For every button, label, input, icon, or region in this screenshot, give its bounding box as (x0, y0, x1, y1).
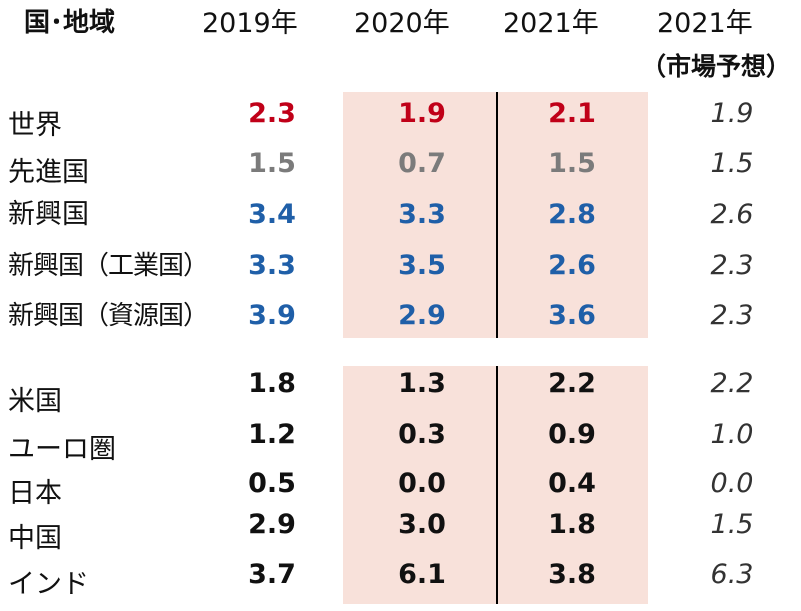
value-2021: 1.8 (548, 509, 596, 540)
value-2021: 0.4 (548, 468, 596, 499)
value-forecast: 0.0 (710, 468, 754, 499)
highlight-band-bottom (343, 366, 648, 604)
header-country: 国･地域 (24, 8, 116, 38)
value-2021: 1.5 (548, 148, 596, 179)
table-row-japan: 日本 0.5 0.0 0.4 0.0 (0, 462, 801, 509)
row-label: ユーロ圏 (8, 434, 116, 465)
table-row-world: 世界 2.3 1.9 2.1 1.9 (0, 92, 801, 141)
row-label: インド (8, 569, 89, 600)
column-divider-top (496, 92, 498, 338)
table-row-india: インド 3.7 6.1 3.8 6.3 (0, 553, 801, 600)
table-row-emerging-industrial: 新興国（工業国） 3.3 3.5 2.6 2.3 (0, 244, 801, 288)
column-divider-bottom (496, 366, 498, 604)
value-2021: 3.6 (548, 300, 596, 331)
value-2020: 1.9 (398, 98, 446, 129)
value-forecast: 2.3 (710, 250, 754, 281)
row-label: 新興国（資源国） (8, 301, 209, 331)
value-2019: 3.4 (248, 199, 296, 230)
value-forecast: 2.2 (710, 368, 754, 399)
header-forecast-sub: （市場予想） (641, 52, 792, 81)
row-label: 新興国 (8, 199, 89, 230)
value-forecast: 2.6 (710, 199, 754, 230)
value-2019: 3.9 (248, 300, 296, 331)
value-2021: 2.6 (548, 250, 596, 281)
header-2020: 2020年 (354, 8, 450, 39)
value-2020: 2.9 (398, 300, 446, 331)
value-2021: 0.9 (548, 419, 596, 450)
value-forecast: 2.3 (710, 300, 754, 331)
value-2021: 2.8 (548, 199, 596, 230)
table-row-china: 中国 2.9 3.0 1.8 1.5 (0, 503, 801, 554)
value-2020: 3.0 (398, 509, 446, 540)
row-label: 先進国 (8, 157, 89, 188)
value-2019: 2.3 (248, 98, 296, 129)
value-2019: 1.8 (248, 368, 296, 399)
value-2020: 1.3 (398, 368, 446, 399)
value-forecast: 1.5 (710, 148, 754, 179)
table-row-eurozone: ユーロ圏 1.2 0.3 0.9 1.0 (0, 413, 801, 465)
value-forecast: 6.3 (710, 559, 754, 590)
value-2020: 0.0 (398, 468, 446, 499)
row-label: 日本 (8, 478, 62, 509)
value-2019: 0.5 (248, 468, 296, 499)
value-2019: 1.2 (248, 419, 296, 450)
value-2019: 1.5 (248, 148, 296, 179)
value-forecast: 1.0 (710, 419, 754, 450)
value-2020: 0.3 (398, 419, 446, 450)
row-label: 世界 (8, 110, 62, 141)
row-label: 米国 (8, 386, 62, 417)
value-2019: 3.7 (248, 559, 296, 590)
value-2021: 3.8 (548, 559, 596, 590)
value-2020: 3.5 (398, 250, 446, 281)
table-row-us: 米国 1.8 1.3 2.2 2.2 (0, 362, 801, 417)
value-2019: 3.3 (248, 250, 296, 281)
header-2021: 2021年 (503, 8, 599, 39)
value-2019: 2.9 (248, 509, 296, 540)
table-row-emerging-resource: 新興国（資源国） 3.9 2.9 3.6 2.3 (0, 294, 801, 338)
row-label: 新興国（工業国） (8, 251, 209, 281)
value-2020: 6.1 (398, 559, 446, 590)
header-2021-forecast: 2021年 (657, 8, 753, 39)
value-2020: 3.3 (398, 199, 446, 230)
header-2019: 2019年 (202, 8, 298, 39)
value-forecast: 1.9 (710, 98, 754, 129)
value-2021: 2.1 (548, 98, 596, 129)
table-row-emerging: 新興国 3.4 3.3 2.8 2.6 (0, 193, 801, 237)
highlight-band-top (343, 92, 648, 338)
row-label: 中国 (8, 523, 62, 554)
value-2021: 2.2 (548, 368, 596, 399)
table-row-advanced: 先進国 1.5 0.7 1.5 1.5 (0, 142, 801, 188)
value-forecast: 1.5 (710, 509, 754, 540)
value-2020: 0.7 (398, 148, 446, 179)
